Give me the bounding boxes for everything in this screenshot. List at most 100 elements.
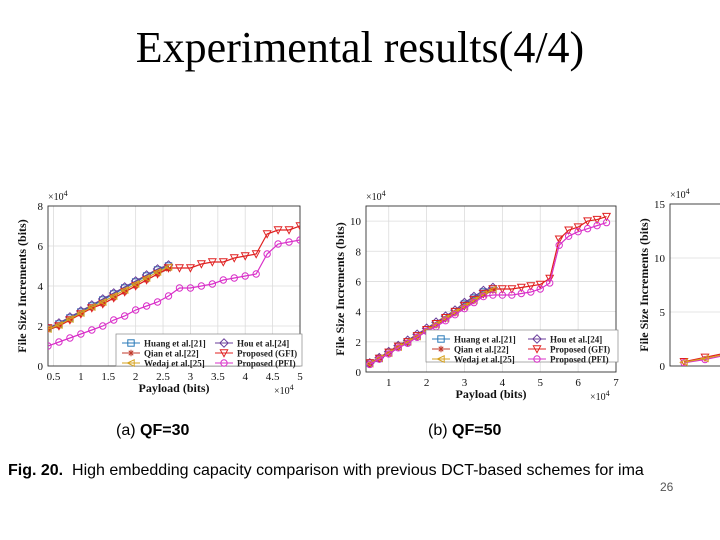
y-multiplier: ×104 [366,189,386,203]
legend-box [115,333,303,367]
legend-label: Proposed (PFI) [237,359,296,369]
data-point [564,226,574,235]
data-point [130,280,140,288]
page-number: 26 [660,480,674,494]
series-group [366,212,612,369]
data-point [478,290,488,299]
slide-title: Experimental results(4/4) [135,23,585,72]
data-point [592,215,602,225]
legend: Huang et al.[21] Hou et al.[24] Qian et al… [115,333,303,369]
data-point [88,326,96,334]
data-point [700,354,709,363]
caption-prefix: Fig. 20. [8,462,64,479]
data-point [196,260,206,269]
legend-label: Huang et al.[21] [454,335,516,345]
legend-label: Wedaj et al.[25] [144,359,205,369]
series-group [679,353,720,366]
legend-marker [219,349,229,358]
x-multiplier: ×104 [274,383,294,397]
data-point [508,291,516,299]
y-tick-label: 10 [654,253,666,265]
series-line [48,239,300,347]
subtitle-a-prefix: (a) [116,422,136,439]
y-tick-label: 5 [660,307,666,319]
x-tick-label: 7 [613,377,619,389]
legend-label: Huang et al.[21] [144,339,206,349]
y-tick-label: 0 [356,367,362,379]
legend-marker [127,339,135,347]
legend-marker [126,359,135,367]
y-tick-label: 8 [356,246,362,258]
data-point [262,230,272,239]
data-point [240,252,250,261]
legend-label: Hou et al.[24] [550,335,602,345]
x-axis-label: Payload (bits) [138,381,209,395]
data-point [186,284,195,292]
data-point [142,302,151,310]
data-point [296,236,300,244]
data-point [120,312,129,320]
data-point [175,284,184,292]
data-point [263,250,271,258]
y-tick-label: 4 [356,307,362,319]
data-point [507,285,517,294]
y-tick-label: 4 [38,281,44,293]
data-point [185,264,195,273]
x-multiplier: ×104 [590,389,610,403]
data-point [48,342,52,350]
data-point [451,309,459,317]
data-point [131,306,140,314]
legend-marker [219,338,229,348]
data-point [451,310,459,319]
x-tick-label: 2.5 [156,371,170,383]
legend-label: Proposed (PFI) [550,355,609,365]
legend-label: Qian et al.[22] [454,345,509,355]
legend-marker [532,345,542,354]
legend-marker [533,355,541,363]
data-point [564,232,573,240]
y-tick-label: 2 [356,337,362,349]
data-point [251,250,261,259]
data-point [432,322,440,329]
data-point [526,282,536,291]
data-point [394,344,402,352]
x-tick-label: 3.5 [211,371,225,383]
y-axis-label: File Size Increments (bits) [15,219,29,352]
data-point [54,321,63,329]
y-tick-label: 15 [654,199,666,211]
data-point [593,221,601,230]
legend-marker [437,335,445,343]
x-tick-label: 3 [188,371,194,383]
data-point [583,224,592,233]
x-tick-label: 1 [386,377,392,389]
data-point [284,226,294,235]
legend-label: Proposed (GFI) [550,345,610,355]
data-point [119,286,129,294]
data-point [403,339,412,348]
data-point [229,254,239,263]
data-point [65,315,74,323]
legend-label: Hou et al.[24] [237,339,289,349]
data-point [208,280,217,288]
data-point [442,315,449,323]
data-point [86,303,96,311]
figure-caption: Fig. 20. High embedding capacity compari… [8,462,720,480]
data-point [413,333,421,341]
subtitle-a-label: QF=30 [140,422,190,439]
x-tick-label: 5 [297,371,303,383]
data-point [470,298,478,307]
data-point [75,309,85,317]
subtitle-b-prefix: (b) [428,422,448,439]
data-point [545,274,555,284]
data-point [152,268,162,276]
data-point [218,258,228,267]
data-point [573,223,583,232]
legend-label: Qian et al.[22] [144,349,199,359]
x-tick-label: 1 [78,371,84,383]
data-point [55,338,63,346]
data-point [497,285,507,294]
y-tick-label: 6 [356,276,362,288]
series-group [48,222,300,350]
